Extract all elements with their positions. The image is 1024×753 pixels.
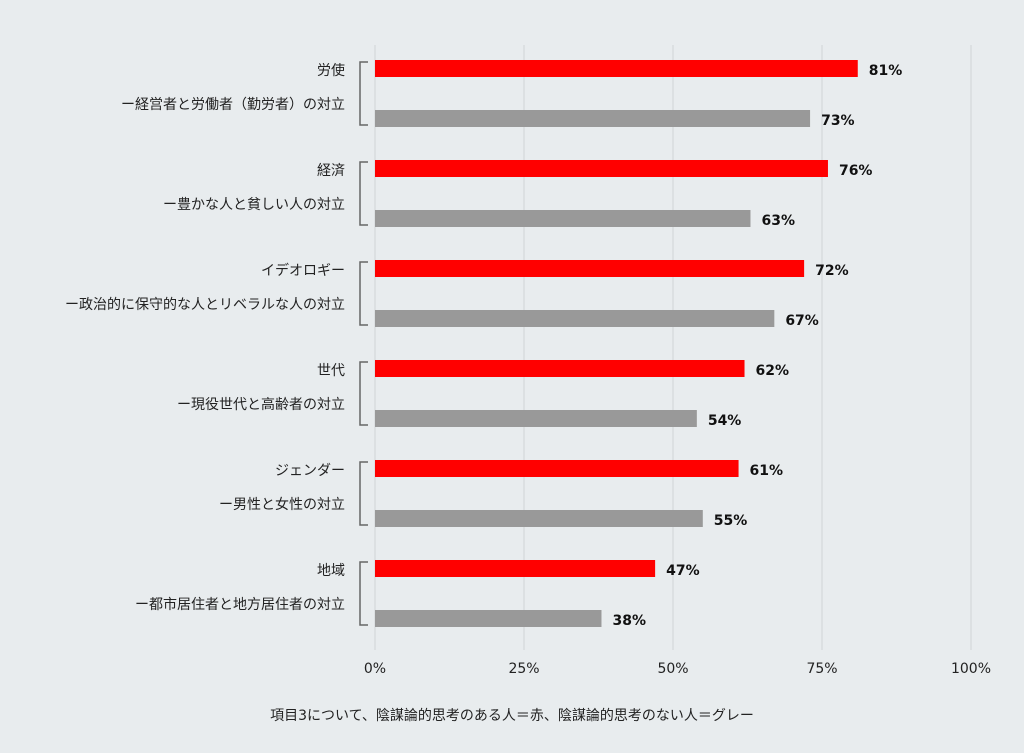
category-bracket: [359, 561, 368, 626]
category-subtitle: ー経営者と労働者（勤労者）の対立: [121, 97, 345, 113]
category-subtitle: ー男性と女性の対立: [219, 496, 345, 513]
category-bracket: [359, 461, 368, 526]
bar-value-label: 54%: [708, 413, 742, 429]
bar-value-label: 55%: [714, 513, 748, 529]
bar: [375, 110, 811, 127]
category-bracket: [359, 361, 368, 426]
bar-value-label: 62%: [756, 363, 790, 379]
bar: [375, 360, 745, 377]
x-tick-label: 0%: [364, 661, 386, 677]
category-bracket: [359, 161, 368, 226]
bar: [375, 60, 858, 77]
bar-value-label: 81%: [869, 63, 903, 79]
bar-value-label: 72%: [815, 263, 849, 279]
bar-value-label: 38%: [612, 613, 646, 629]
category-bracket: [359, 261, 368, 326]
bar: [375, 260, 805, 277]
bar-value-label: 63%: [761, 213, 795, 229]
category-title: ジェンダー: [275, 463, 345, 479]
category-subtitle: ー政治的に保守的な人とリベラルな人の対立: [65, 297, 345, 313]
bar: [375, 510, 703, 527]
category-subtitle: ー豊かな人と貧しい人の対立: [163, 197, 345, 213]
bar: [375, 610, 602, 627]
bar-value-label: 47%: [666, 563, 700, 579]
bar-value-label: 76%: [839, 163, 873, 179]
category-subtitle: ー都市居住者と地方居住者の対立: [135, 596, 345, 613]
bar-value-label: 73%: [821, 113, 855, 129]
bar: [375, 410, 697, 427]
x-tick-label: 75%: [806, 661, 837, 677]
category-subtitle: ー現役世代と高齢者の対立: [177, 396, 345, 413]
x-tick-label: 100%: [951, 661, 991, 677]
bar: [375, 210, 751, 227]
x-tick-label: 50%: [657, 661, 688, 677]
category-title: 世代: [317, 363, 345, 379]
bar: [375, 310, 775, 327]
bar-value-label: 67%: [785, 313, 819, 329]
bar: [375, 160, 828, 177]
category-title: 経済: [317, 163, 345, 179]
x-tick-label: 25%: [508, 661, 539, 677]
chart-footnote: 項目3について、陰謀論的思考のある人＝赤、陰謀論的思考のない人＝グレー: [270, 708, 754, 724]
category-title: 地域: [317, 563, 345, 579]
bar: [375, 560, 656, 577]
bar-value-label: 61%: [750, 463, 784, 479]
bar: [375, 460, 739, 477]
category-title: 労使: [317, 62, 345, 79]
category-bracket: [359, 61, 368, 126]
category-title: イデオロギー: [261, 262, 345, 279]
